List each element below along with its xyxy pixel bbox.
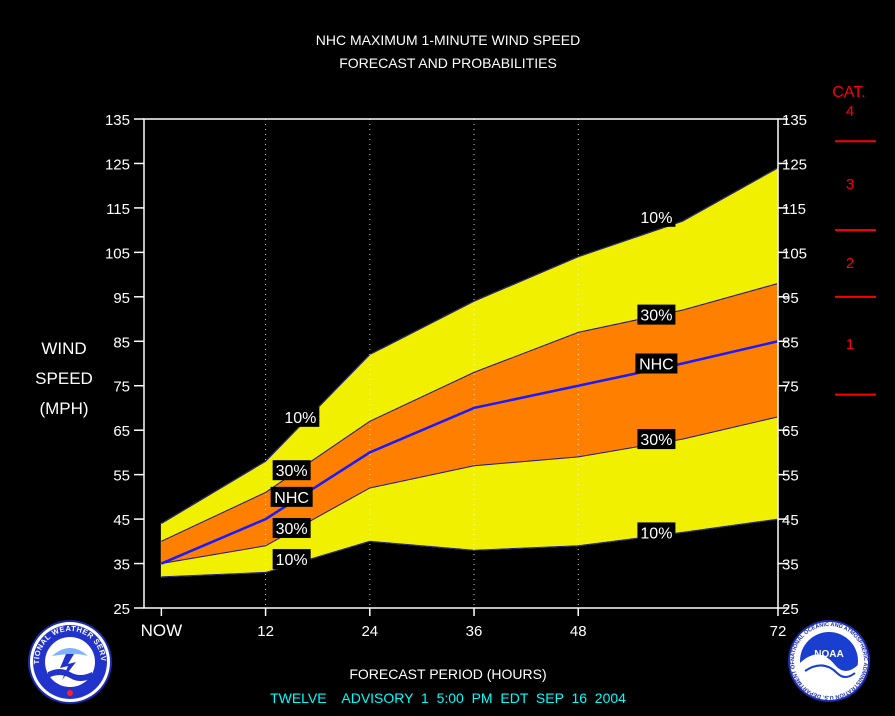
y-tick-label-left: 115 [106,201,130,218]
category-label-1: 1 [846,336,854,353]
label-nhc: NHC [270,486,313,507]
noaa-logo-center-text: NOAA [814,649,843,660]
label-30-percent: 30% [272,517,311,538]
chart-title-line2: FORECAST AND PROBABILITIES [339,55,557,71]
series-30-lower-edge [161,416,779,565]
x-tick-label: 12 [257,623,274,640]
nws-logo: NATIONAL WEATHER SERVICE [28,620,112,704]
label-nhc: NHC [635,353,678,374]
label-text: 10% [640,525,672,542]
y-tick-label-left: 105 [105,245,130,262]
y-tick-label-right: 35 [782,557,799,574]
y-tick-label-left: 65 [113,423,130,440]
label-text: 10% [640,210,672,227]
y-tick-label-right: 55 [782,468,799,485]
y-tick-label-left: 75 [113,379,130,396]
y-tick-label-left: 95 [113,290,130,307]
label-text: 30% [640,432,672,449]
y-axis-label-line2: SPEED [35,369,93,388]
label-text: 30% [640,308,672,325]
y-tick-label-right: 45 [782,512,799,529]
label-30-percent: 30% [637,304,676,325]
label-box [637,304,676,325]
y-tick-label-right: 105 [782,245,807,262]
y-tick-label-right: 25 [782,601,799,618]
label-text: NHC [274,490,309,507]
y-axis-label-line1: WIND [41,339,86,358]
x-tick-label: 24 [361,623,378,640]
label-text: NHC [639,357,674,374]
y-tick-label-left: 85 [113,334,130,351]
label-text: 10% [284,410,316,427]
y-tick-label-right: 115 [782,201,806,218]
noaa-logo: NOAA NATIONAL OCEANIC AND ATMOSPHERIC AD… [788,620,870,702]
y-tick-label-right: 75 [782,379,799,396]
y-tick-label-left: 35 [113,557,130,574]
y-tick-label-right: 95 [782,290,799,307]
label-box [637,206,676,227]
label-text: 30% [276,463,308,480]
plot-frame [143,118,779,609]
category-label-3: 3 [846,176,854,193]
label-10-percent: 10% [272,549,311,570]
y-axis-label-line3: (MPH) [39,399,88,418]
label-box [272,517,311,538]
x-tick-label: 36 [466,623,483,640]
series-nhc-line [160,340,779,565]
category-label-2: 2 [846,255,854,272]
y-tick-label-left: 55 [113,468,130,485]
y-tick-label-left: 135 [105,112,130,129]
chart-title-line1: NHC MAXIMUM 1-MINUTE WIND SPEED [316,32,580,48]
x-axis-label: FORECAST PERIOD (HOURS) [349,666,546,682]
y-tick-label-right: 125 [782,156,807,173]
label-30-percent: 30% [272,460,311,481]
series-10-upper-edge [161,167,779,524]
label-10-percent: 10% [281,406,320,427]
x-tick-label: 48 [570,623,587,640]
advisory-line: TWELVE ADVISORY 1 5:00 PM EDT SEP 16 200… [270,690,626,706]
label-box [637,522,676,543]
label-text: 30% [276,521,308,538]
y-tick-label-right: 135 [782,112,807,129]
x-tick-label: 72 [770,623,787,640]
y-tick-label-right: 85 [782,334,799,351]
series-10-lower-edge [161,518,779,578]
label-box [635,353,678,374]
label-box [281,406,320,427]
y-tick-label-left: 125 [105,156,130,173]
x-tick-label: NOW [141,621,183,640]
label-text: 10% [276,552,308,569]
y-tick-label-left: 25 [113,601,130,618]
series-30-upper-edge [161,283,779,542]
label-30-percent: 30% [637,429,676,450]
label-box [637,429,676,450]
label-10-percent: 10% [637,206,676,227]
y-tick-label-left: 45 [113,512,130,529]
label-10-percent: 10% [637,522,676,543]
category-label-4: 4 [846,103,854,120]
label-box [272,460,311,481]
y-tick-label-right: 65 [782,423,799,440]
label-box [270,486,313,507]
category-header: CAT. [832,84,865,101]
label-box [272,549,311,570]
